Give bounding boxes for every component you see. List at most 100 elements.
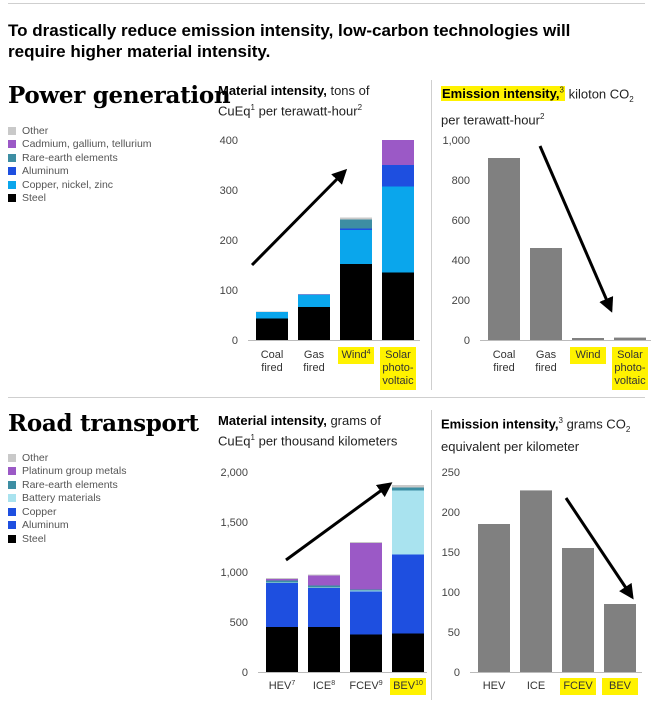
subscript: 2 [629,94,634,104]
y-tick-label: 300 [220,185,238,197]
panel-title-power-emission: Emission intensity,3 kiloton CO2 per ter… [441,82,646,128]
y-tick-label: 500 [230,617,248,629]
trend-arrow [250,168,348,267]
bar [604,604,636,672]
panel-title-rest: grams of [326,413,382,428]
bar [488,158,520,340]
bar-segment [256,312,288,319]
legend-power: Other Cadmium, gallium, tellurium Rare-ear… [8,124,152,205]
bar-segment [392,485,424,488]
bar-segment [350,542,382,543]
panel-title-line2b: per thousand kilometers [254,433,398,449]
legend-label: Aluminum [22,165,69,178]
bar-segment [340,228,372,230]
chart-road-emission: 0 50 100 150 200 250 HEV ICE FCEV BEV [442,467,642,695]
bar [530,248,562,340]
footnote-mark: 1 [250,103,255,112]
section-title-power: Power generation [8,82,231,109]
legend-label: Steel [22,532,46,545]
x-tick-label: photo- [382,362,414,374]
x-tick-label: FCEV [563,680,593,692]
bar-segment [382,272,414,340]
trend-arrow [285,482,393,562]
panel-title-rest: tons of [326,83,370,98]
bar-segment [266,582,298,583]
bar-segment [298,295,330,307]
x-tick-label: ICE [527,680,545,692]
bar-segment [350,591,382,604]
legend-swatch [8,180,16,189]
legend-label: Rare-earth elements [22,478,118,491]
legend-label: Copper, nickel, zinc [22,178,114,191]
y-tick-label: 200 [452,295,470,307]
legend-item: Steel [8,192,152,206]
section-divider [8,397,645,398]
legend-item: Rare-earth elements [8,151,152,165]
bar-segment [308,598,340,627]
headline: To drastically reduce emission intensity… [8,21,571,61]
subscript: 2 [625,424,631,434]
bar-segment [266,627,298,672]
legend-label: Copper [22,505,57,518]
x-tick-label: HEV7 [269,680,296,692]
bar-segment [308,588,340,598]
x-tick-label: voltaic [382,375,414,387]
x-tick-label: Gas [304,349,325,361]
emission-title-highlight: Emission intensity,3 [441,86,565,102]
bar-segment [350,543,382,590]
x-tick-label: Solar [385,349,411,361]
bar-segment [308,574,340,576]
bar-segment [350,603,382,635]
panel-title-rest: kiloton CO [564,86,630,102]
bar-segment [298,294,330,295]
legend-item: Copper [8,505,126,519]
y-tick-label: 400 [220,135,238,147]
bar-segment [340,230,372,264]
y-tick-label: 150 [442,547,460,559]
bar-segment [308,627,340,672]
panel-title-line2: equivalent per kilometer [441,438,580,454]
legend-item: Other [8,451,126,465]
bar-segment [392,487,424,491]
section-title-road: Road transport [8,410,199,437]
footnote-mark: 10 [415,680,423,687]
x-tick-label: Solar [617,349,643,361]
bar [572,338,604,340]
legend-item: Other [8,124,152,138]
footnote-mark: 2 [540,111,545,121]
legend-item: Platinum group metals [8,465,126,479]
x-tick-label: ICE8 [313,680,335,692]
legend-swatch [8,126,16,135]
y-tick-label: 1,000 [220,567,248,579]
y-tick-label: 800 [452,175,470,187]
bar [562,548,594,672]
legend-item: Battery materials [8,492,126,506]
legend-swatch [8,494,16,503]
legend-swatch [8,167,16,176]
legend-item: Copper, nickel, zinc [8,178,152,192]
footnote-mark: 9 [379,680,383,687]
footnote-mark: 7 [291,680,295,687]
legend-swatch [8,521,16,530]
bar-segment [308,575,340,586]
y-tick-label: 50 [448,627,460,639]
panel-title-power-material: Material intensity, tons of CuEq1 per te… [218,82,428,119]
panel-title-line2: per terawatt-hour [441,112,540,128]
panel-title-line2: CuEq [218,433,251,449]
legend-label: Steel [22,192,46,205]
legend-swatch [8,467,16,476]
panel-title-bold: Emission intensity, [441,416,559,432]
category-highlight [560,678,596,695]
x-tick-label: Wind4 [342,349,371,361]
bar-segment [350,634,382,672]
panel-title-rest: grams CO [562,416,626,432]
bar [520,490,552,672]
bar-segment [298,294,330,295]
legend-road: Other Platinum group metals Rare-earth ele… [8,451,126,546]
legend-item: Aluminum [8,519,126,533]
legend-swatch [8,153,16,162]
bar-segment [266,580,298,583]
y-tick-label: 0 [454,667,460,679]
panel-divider [431,80,432,390]
x-tick-label: voltaic [614,375,646,387]
